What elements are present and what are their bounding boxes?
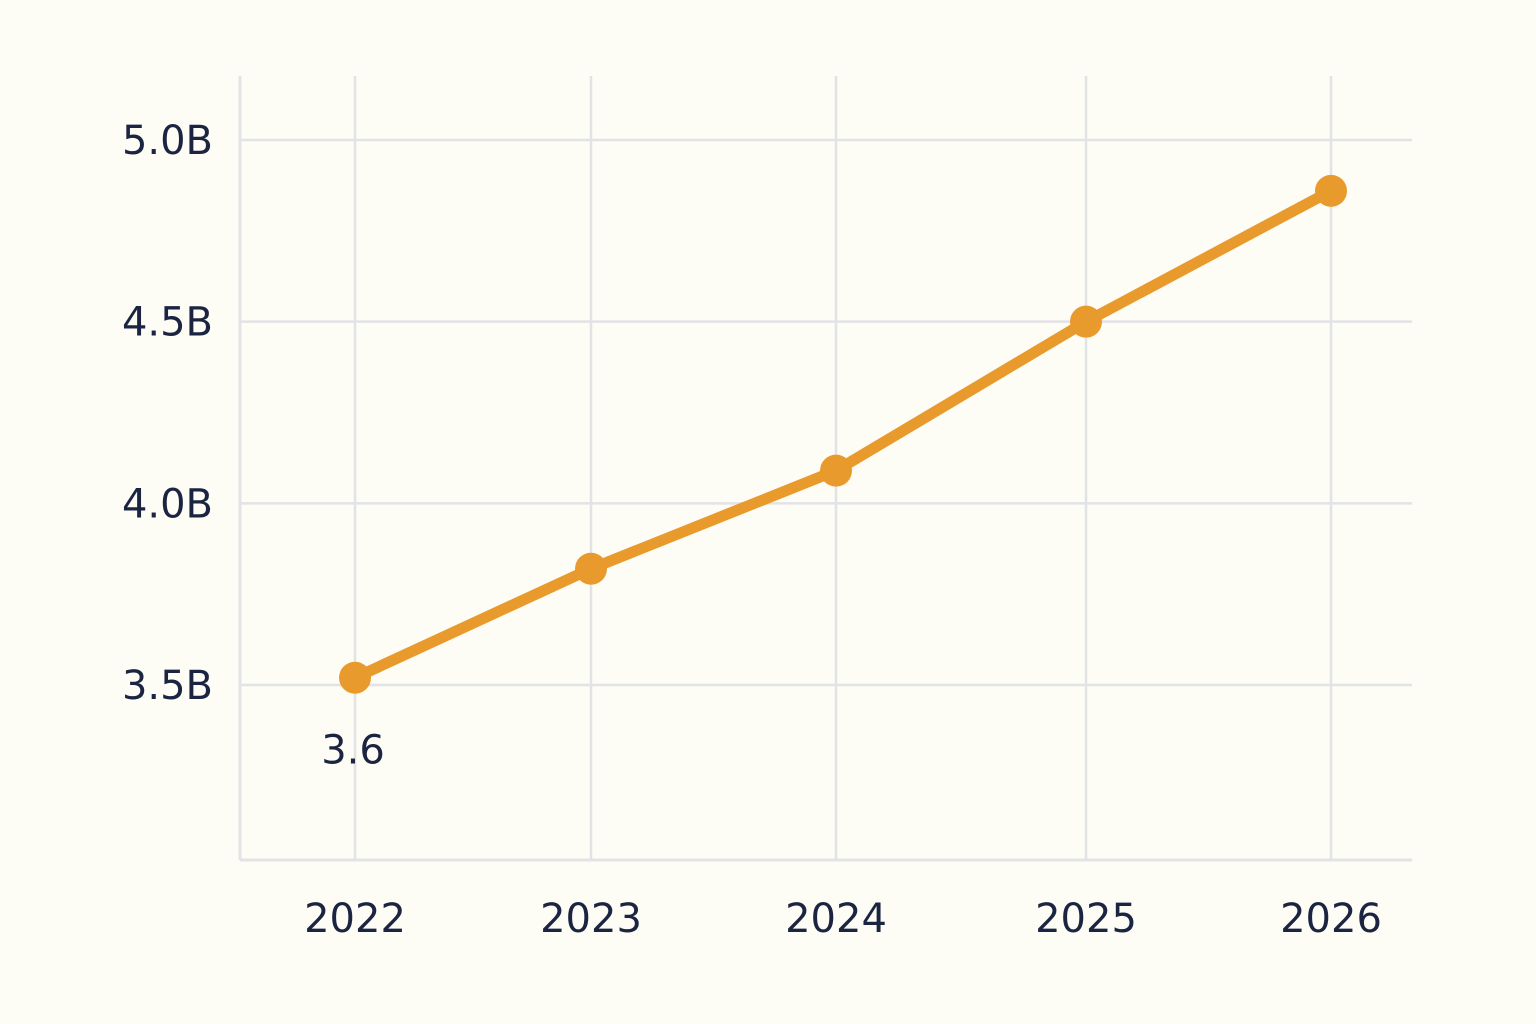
data-labels: 3.6 [321,728,385,774]
data-point [575,552,607,585]
data-point [1070,305,1102,338]
x-tick-label: 2024 [785,896,887,942]
axes [238,76,1412,862]
y-tick-label: 5.0B [122,118,213,164]
gridlines [240,76,1412,860]
x-axis-tick-labels: 2022 2023 2024 2025 2026 [304,896,1382,942]
x-tick-label: 2022 [304,896,406,942]
data-label: 3.6 [321,728,385,774]
x-tick-label: 2026 [1280,896,1382,942]
series-group [339,174,1347,694]
y-tick-label: 4.0B [122,481,213,527]
x-tick-label: 2023 [540,896,642,942]
series-line [349,185,1337,684]
x-tick-label: 2025 [1035,896,1137,942]
data-point [339,661,371,694]
data-point [820,454,852,487]
data-point [1315,174,1347,207]
y-axis-tick-labels: 5.0B 4.5B 4.0B 3.5B [122,118,213,709]
y-tick-label: 4.5B [122,300,213,346]
y-tick-label: 3.5B [122,663,213,709]
